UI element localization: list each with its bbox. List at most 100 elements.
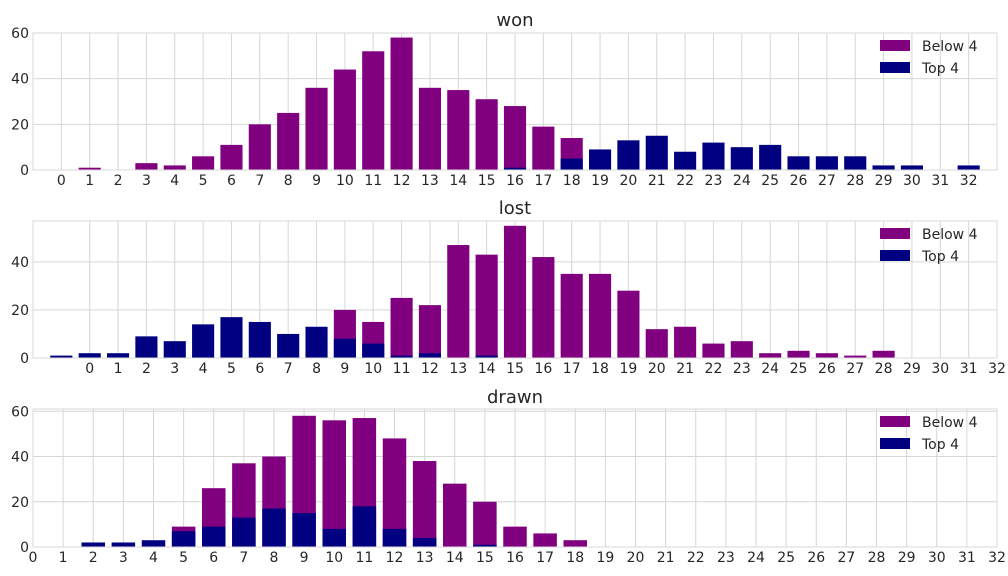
x-tick-label: 12	[393, 173, 411, 189]
x-tick-label: 18	[566, 550, 584, 566]
x-tick-label: 30	[931, 361, 949, 377]
axes-frame	[32, 408, 998, 548]
bar-top-4	[475, 355, 498, 358]
x-tick-label: 31	[958, 550, 976, 566]
bar-below-4	[163, 165, 186, 170]
x-tick-label: 11	[393, 361, 411, 377]
y-tick-label: 60	[11, 404, 29, 420]
x-tick-label: 17	[536, 550, 554, 566]
bar-below-4	[248, 124, 271, 170]
x-tick-label: 9	[312, 173, 321, 189]
bar-top-4	[362, 343, 385, 358]
bar-below-4	[362, 51, 385, 171]
x-tick-label: 32	[960, 173, 978, 189]
bar-below-4	[503, 526, 527, 547]
bar-below-4	[674, 326, 697, 358]
bar-below-4	[443, 483, 467, 547]
bar-top-4	[292, 513, 316, 547]
x-tick-label: 31	[960, 361, 978, 377]
bar-below-4	[560, 273, 583, 358]
axes-frame	[32, 220, 998, 359]
x-tick-label: 7	[255, 173, 264, 189]
x-tick-label: 24	[733, 173, 751, 189]
x-tick-label: 27	[837, 550, 855, 566]
x-tick-label: 20	[627, 550, 645, 566]
bar-below-4	[759, 353, 782, 358]
legend-swatch-below-4	[880, 416, 910, 427]
bar-below-4	[390, 37, 413, 170]
x-tick-label: 5	[199, 173, 208, 189]
legend-label: Top 4	[921, 61, 959, 77]
bar-top-4	[50, 355, 73, 358]
x-tick-label: 9	[340, 361, 349, 377]
bar-top-4	[232, 517, 256, 547]
bar-below-4	[390, 297, 413, 358]
bar-below-4	[78, 167, 101, 170]
x-tick-label: 24	[761, 361, 779, 377]
x-tick-label: 12	[421, 361, 439, 377]
bar-top-4	[135, 336, 158, 358]
x-tick-label: 11	[355, 550, 373, 566]
x-tick-label: 28	[868, 550, 886, 566]
bar-top-4	[815, 156, 838, 170]
x-tick-label: 16	[506, 550, 524, 566]
bar-top-4	[141, 540, 166, 547]
bar-top-4	[503, 167, 527, 170]
chart-title: lost	[499, 198, 531, 219]
legend-swatch-top-4	[880, 438, 910, 449]
x-tick-label: 21	[676, 361, 694, 377]
y-tick-label: 60	[11, 26, 29, 42]
bar-top-4	[333, 338, 356, 358]
y-tick-label: 0	[20, 351, 29, 367]
y-tick-label: 20	[11, 303, 29, 319]
bar-top-4	[192, 324, 215, 358]
x-tick-label: 5	[179, 550, 188, 566]
x-tick-label: 26	[807, 550, 825, 566]
bar-top-4	[248, 321, 271, 358]
bar-below-4	[533, 533, 557, 547]
x-tick-label: 3	[142, 173, 151, 189]
bar-top-4	[473, 544, 497, 547]
y-tick-label: 40	[11, 255, 29, 271]
x-tick-label: 19	[619, 361, 637, 377]
x-tick-label: 26	[818, 361, 836, 377]
x-tick-label: 23	[717, 550, 735, 566]
x-tick-label: 14	[449, 173, 467, 189]
bar-top-4	[202, 526, 226, 547]
x-tick-label: 25	[790, 361, 808, 377]
x-tick-label: 15	[476, 550, 494, 566]
x-tick-label: 0	[29, 550, 38, 566]
bar-top-4	[787, 156, 810, 170]
x-tick-label: 19	[596, 550, 614, 566]
x-tick-label: 25	[777, 550, 795, 566]
bar-below-4	[382, 438, 407, 547]
bar-below-4	[503, 106, 527, 170]
y-tick-label: 20	[11, 117, 29, 133]
x-tick-label: 28	[875, 361, 893, 377]
x-tick-label: 1	[85, 173, 94, 189]
x-tick-label: 31	[931, 173, 949, 189]
bar-below-4	[135, 163, 158, 170]
y-tick-label: 40	[11, 72, 29, 88]
bar-below-4	[447, 245, 470, 358]
x-tick-label: 8	[284, 173, 293, 189]
x-tick-label: 0	[85, 361, 94, 377]
bar-below-4	[277, 112, 300, 170]
legend: Below 4 Top 4	[880, 415, 978, 453]
x-tick-label: 2	[114, 173, 123, 189]
bar-top-4	[81, 542, 105, 547]
bar-below-4	[589, 273, 612, 358]
bar-top-4	[617, 140, 640, 170]
x-tick-label: 22	[705, 361, 723, 377]
x-tick-label: 15	[478, 173, 496, 189]
x-tick-label: 5	[227, 361, 236, 377]
bar-top-4	[418, 353, 441, 358]
x-tick-label: 13	[416, 550, 434, 566]
x-tick-label: 17	[563, 361, 581, 377]
bar-below-4	[645, 329, 668, 358]
legend-swatch-below-4	[880, 40, 910, 51]
x-tick-label: 12	[386, 550, 404, 566]
legend: Below 4 Top 4	[880, 39, 978, 77]
